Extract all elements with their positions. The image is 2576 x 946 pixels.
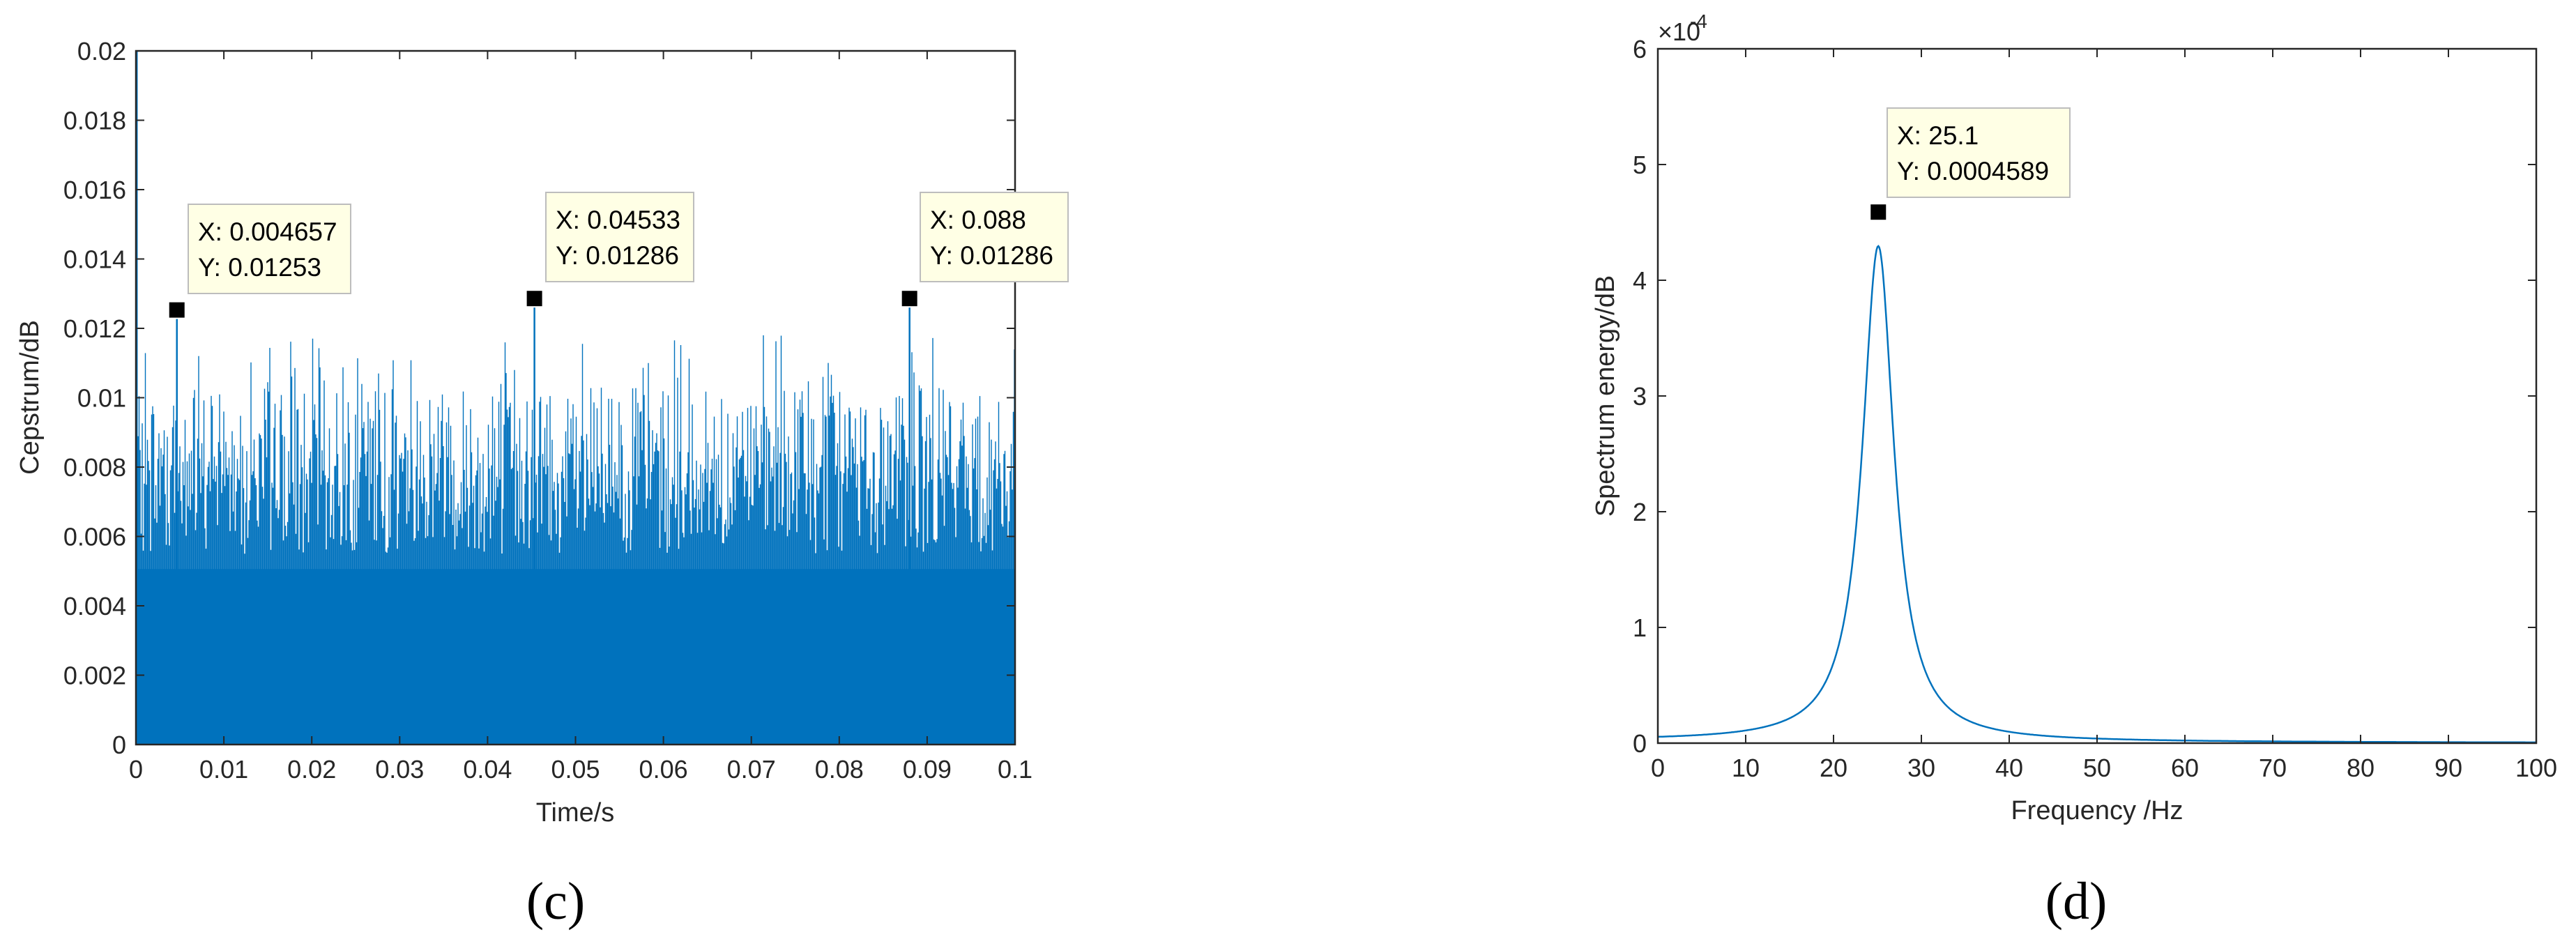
- x-tick-label: 0.08: [815, 755, 864, 784]
- y-tick-label: 2: [1633, 498, 1647, 526]
- y-tick-label: 3: [1633, 382, 1647, 411]
- spectrum-y-exponent: ×10 -4: [1658, 10, 1707, 46]
- cepstrum-y-axis-label: Cepstrum/dB: [15, 320, 45, 475]
- x-tick-label: 0.09: [903, 755, 952, 784]
- x-tick-label: 10: [1732, 754, 1760, 782]
- x-tick-label: 30: [1907, 754, 1935, 782]
- x-tick-label: 0.02: [287, 755, 336, 784]
- cepstrum-datatip-box: [545, 192, 694, 282]
- x-tick-label: 70: [2259, 754, 2287, 782]
- x-tick-label: 0.05: [551, 755, 600, 784]
- cepstrum-datatip-box: [920, 192, 1069, 282]
- y-tick-label: 4: [1633, 266, 1647, 295]
- y-tick-label: 0.016: [63, 176, 126, 204]
- x-tick-label: 40: [1995, 754, 2023, 782]
- panel-c-caption: (c): [526, 872, 585, 931]
- x-tick-label: 0.03: [375, 755, 424, 784]
- svg-text:-4: -4: [1690, 10, 1707, 32]
- x-tick-label: 100: [2515, 754, 2557, 782]
- y-tick-label: 0.018: [63, 107, 126, 135]
- cepstrum-datatips: X: 0.004657 Y: 0.01253 X: 0.04533 Y: 0.0128…: [167, 192, 1069, 319]
- spectrum-datatip-x-label: X: 25.1: [1897, 121, 1979, 150]
- cepstrum-datatip-box: [188, 204, 351, 294]
- spectrum-datatip-box: [1887, 107, 2071, 198]
- x-tick-label: 0: [129, 755, 143, 784]
- spectrum-plot-frame: [1656, 47, 2538, 745]
- spectrum-x-axis-label: Frequency /Hz: [2011, 796, 2183, 825]
- y-tick-label: 0: [1633, 729, 1647, 758]
- y-tick-label: 0.012: [63, 314, 126, 343]
- x-tick-label: 0.07: [727, 755, 776, 784]
- cepstrum-x-axis-label: Time/s: [536, 798, 615, 827]
- cepstrum-datatip-x-label: X: 0.004657: [198, 218, 337, 246]
- spectrum-curve: [1658, 245, 2536, 744]
- y-tick-label: 0: [112, 731, 126, 759]
- x-tick-label: 0.01: [199, 755, 248, 784]
- panel-d-caption: (d): [2045, 872, 2108, 931]
- spectrum-axes-ticks: 0 10 20 30 40 50 60 70 80 90 100 0 1 2 3 4 5 6: [1633, 35, 2557, 782]
- cepstrum-datatip-marker: [167, 300, 186, 319]
- y-tick-label: 0.008: [63, 453, 126, 482]
- y-tick-label: 5: [1633, 151, 1647, 179]
- y-tick-label: 0.02: [77, 37, 126, 66]
- panel-c: 0 0.01 0.02 0.03 0.04 0.05 0.06 0.07 0.08 0.09 0.1…: [15, 37, 1069, 931]
- spectrum-datatip-y-label: Y: 0.0004589: [1897, 157, 2049, 185]
- svg-text:×10: ×10: [1658, 17, 1700, 46]
- y-tick-label: 0.014: [63, 245, 126, 274]
- spectrum-y-axis-label: Spectrum energy/dB: [1591, 275, 1620, 517]
- cepstrum-datatip-y-label: Y: 0.01286: [556, 241, 679, 270]
- x-tick-label: 0.1: [998, 755, 1032, 784]
- x-tick-label: 20: [1820, 754, 1847, 782]
- x-tick-label: 50: [2083, 754, 2111, 782]
- spectrum-datatip-marker: [1869, 203, 1888, 222]
- cepstrum-series: [135, 51, 1015, 745]
- y-tick-label: 1: [1633, 613, 1647, 642]
- cepstrum-axes-ticks: 0 0.01 0.02 0.03 0.04 0.05 0.06 0.07 0.08 0.09 0.1…: [63, 37, 1032, 784]
- x-tick-label: 60: [2171, 754, 2199, 782]
- x-tick-label: 0.04: [463, 755, 512, 784]
- y-tick-label: 0.002: [63, 662, 126, 690]
- y-tick-label: 0.01: [77, 384, 126, 413]
- x-tick-label: 80: [2347, 754, 2375, 782]
- cepstrum-datatip-x-label: X: 0.04533: [556, 206, 680, 234]
- panel-d: 0 10 20 30 40 50 60 70 80 90 100 0 1 2 3 4 5 6 ×10 -4 Fre…: [1591, 10, 2557, 931]
- spectrum-datatips: X: 25.1 Y: 0.0004589: [1869, 107, 2071, 222]
- cepstrum-datatip-y-label: Y: 0.01253: [198, 253, 321, 282]
- y-tick-label: 0.004: [63, 592, 126, 620]
- cepstrum-datatip-marker: [900, 289, 919, 308]
- cepstrum-dense-band: [136, 569, 1015, 745]
- cepstrum-datatip-y-label: Y: 0.01286: [930, 241, 1053, 270]
- x-tick-label: 90: [2434, 754, 2462, 782]
- y-tick-label: 0.006: [63, 523, 126, 551]
- cepstrum-datatip-marker: [525, 289, 544, 308]
- y-tick-label: 6: [1633, 35, 1647, 63]
- x-tick-label: 0.06: [639, 755, 688, 784]
- x-tick-label: 0: [1651, 754, 1665, 782]
- cepstrum-datatip-x-label: X: 0.088: [930, 206, 1026, 234]
